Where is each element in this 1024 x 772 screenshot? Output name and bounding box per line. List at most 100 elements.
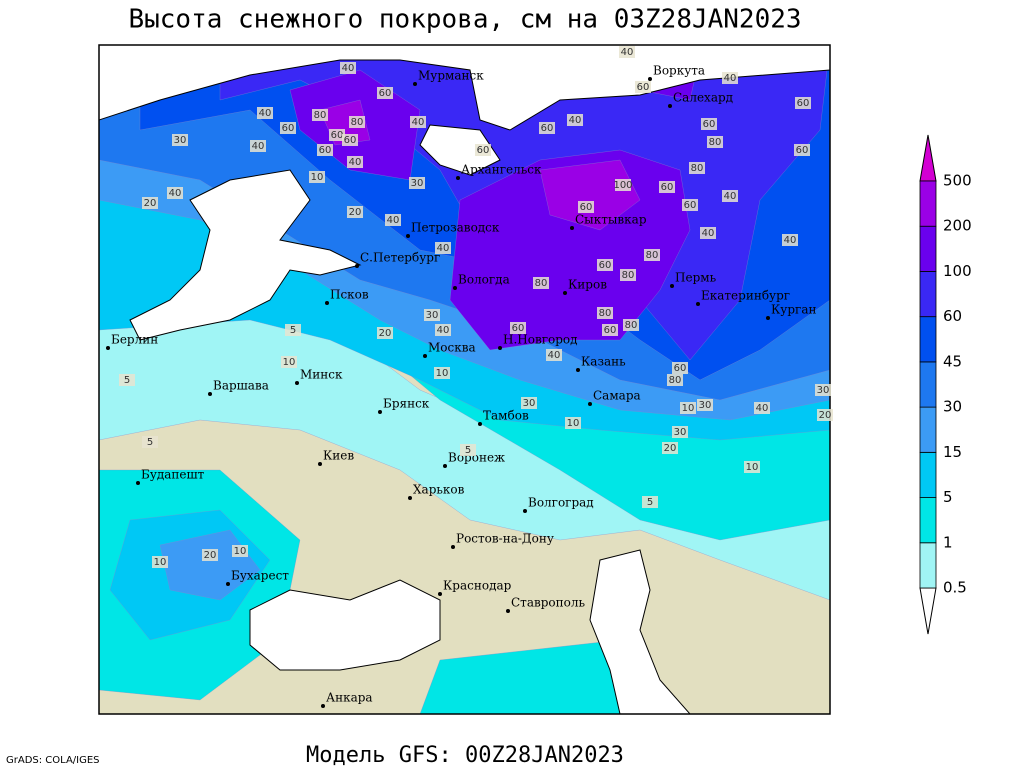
contour-label-bg [309,171,325,183]
contour-label: 40 [569,115,582,126]
contour-label: 5 [647,497,653,508]
city-label: Бухарест [231,569,289,583]
contour-label-bg [817,409,833,421]
colorbar-segment [919,316,937,363]
contour-label: 40 [259,108,272,119]
contour-label-bg [615,179,631,191]
colorbar-segment [919,497,937,544]
credit: GrADS: COLA/IGES [6,755,100,766]
contour-label: 40 [621,47,634,58]
city-dot [563,291,567,295]
city-label: Вологда [458,273,510,287]
colorbar-tick-label: 15 [943,443,962,461]
contour-label: 80 [599,308,612,319]
contour-label-bg [680,402,696,414]
contour-label-bg [794,144,810,156]
city-dot [226,582,230,586]
contour-label-bg [578,201,594,213]
contour-label: 80 [314,110,327,121]
city-label: Будапешт [141,468,205,482]
city-label: С.Петербург [360,251,440,265]
city-label: Петрозаводск [411,221,500,235]
city-label: Волгоград [528,496,594,510]
contour-label: 30 [817,385,830,396]
city-dot [453,286,457,290]
city-label: Н.Новгород [503,333,578,347]
contour-label-bg [435,324,451,336]
contour-label: 40 [252,141,265,152]
contour-label-bg [667,374,683,386]
colorbar-tick-label: 1 [943,533,953,551]
sea [99,45,830,131]
city-label: Сыктывкар [575,213,647,227]
contour-label: 20 [204,550,217,561]
city-dot [438,592,442,596]
city-dot [523,509,527,513]
contour-label-bg [539,122,555,134]
city-dot [378,410,382,414]
city-label: Екатеринбург [701,289,790,303]
contour-label-bg [659,181,675,193]
contour-label: 40 [349,157,362,168]
contour-label: 30 [426,310,439,321]
contour-label-bg [312,109,328,121]
contour-label: 40 [702,228,715,239]
sea [589,549,691,714]
city-label: Ставрополь [511,596,585,610]
contour-label: 60 [661,182,674,193]
sea [419,124,501,176]
contour-label-bg [619,46,635,58]
city-label: Самара [593,389,641,403]
contour-label: 80 [622,270,635,281]
contour-label: 60 [580,202,593,213]
city-dot [295,381,299,385]
contour-label-bg [340,62,356,74]
colorbar-segment [919,180,937,227]
contour-label-bg [232,545,248,557]
contour-label: 10 [746,462,759,473]
contour-label: 80 [669,375,682,386]
contour-label-bg [281,356,297,368]
contour-label-bg [722,72,738,84]
contour-label-bg [567,114,583,126]
city-label: Брянск [383,397,430,411]
contour-label: 5 [124,375,130,386]
contour-label-bg [202,549,218,561]
contour-label-bg [620,269,636,281]
contour-label-bg [672,362,688,374]
contour-label: 40 [169,188,182,199]
city-dot [478,422,482,426]
contour-label-bg [815,384,831,396]
contour-label: 10 [283,357,296,368]
contour-label: 60 [477,145,490,156]
city-dot [648,77,652,81]
city-label: Псков [330,288,369,302]
contour-label-bg [754,402,770,414]
city-dot [696,302,700,306]
contour-label-bg [701,118,717,130]
contour-label: 20 [664,443,677,454]
city-label: Курган [771,303,816,317]
contour-label-bg [707,136,723,148]
contour-label-bg [623,319,639,331]
contour-label: 5 [290,325,296,336]
contour-label: 40 [784,235,797,246]
contour-label: 60 [331,130,344,141]
contour-label: 60 [604,325,617,336]
contour-label: 60 [282,123,295,134]
contour-label-bg [434,367,450,379]
city-dot [406,234,410,238]
contour-label-bg [377,327,393,339]
colorbar-tick-label: 60 [943,307,962,325]
city-label: Тамбов [483,409,529,423]
contour-label-bg [347,206,363,218]
contour-label-bg [475,144,491,156]
contour-label-bg [782,234,798,246]
city-label: Минск [300,368,343,382]
contour-label: 20 [144,198,157,209]
contour-label-bg [597,259,613,271]
sea [249,579,441,671]
city-dot [413,82,417,86]
sea [129,169,362,341]
colorbar-segment [919,271,937,318]
